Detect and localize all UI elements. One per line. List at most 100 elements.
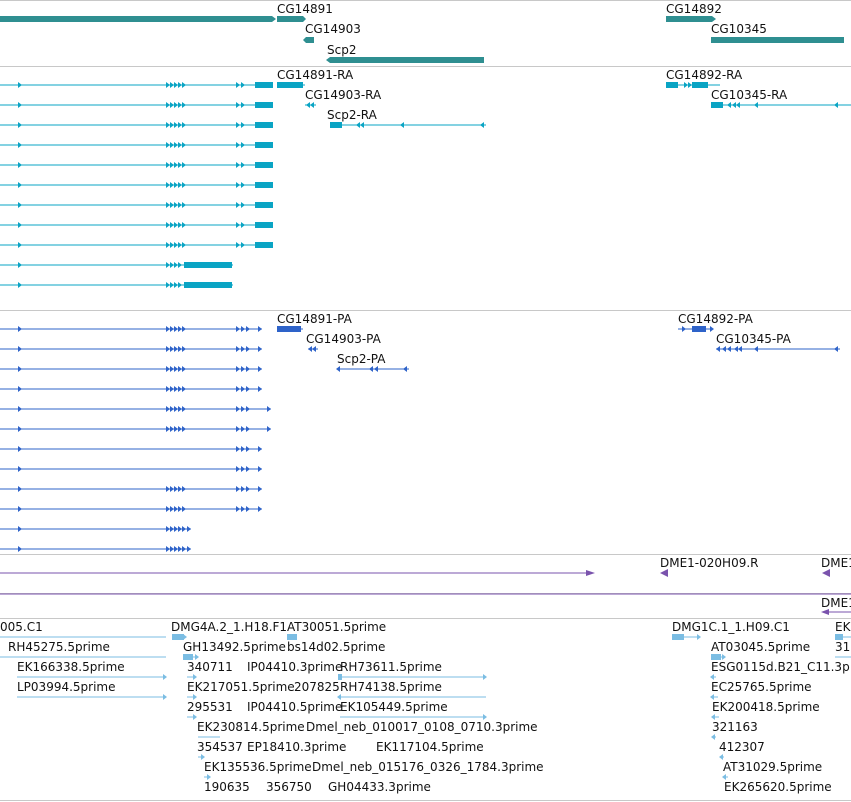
gene-cg14891-bar[interactable] bbox=[277, 16, 303, 22]
est-label-21[interactable]: 295531 bbox=[187, 700, 233, 714]
gene-cg14903-bar[interactable] bbox=[306, 37, 314, 43]
est-label-13[interactable]: IP04410.3prime bbox=[247, 660, 343, 674]
est-row-block bbox=[338, 674, 342, 680]
refseq-transcript-row-chevron bbox=[174, 346, 178, 352]
est-label-25[interactable]: EK230814.5prime bbox=[197, 720, 305, 734]
est-label-16[interactable]: LP03994.5prime bbox=[17, 680, 116, 694]
gene-cg-left-bar[interactable] bbox=[0, 16, 272, 22]
refseq-transcript-row-chevron bbox=[174, 426, 178, 432]
refseq-transcript-row-chevron bbox=[18, 546, 22, 552]
est-label-3[interactable]: AT30051.5prime bbox=[287, 620, 387, 634]
flybase-scp2-ra-exon bbox=[330, 122, 342, 128]
est-label-36[interactable]: 356750 bbox=[266, 780, 312, 794]
refseq-transcript-row-chevron bbox=[182, 346, 186, 352]
est-label-10[interactable]: 31 bbox=[835, 640, 851, 654]
transcript-label-cg14891-pa[interactable]: CG14891-PA bbox=[277, 312, 352, 326]
transcript-label-cg14891-ra[interactable]: CG14891-RA bbox=[277, 68, 354, 82]
est-label-38[interactable]: EK265620.5prime bbox=[724, 780, 832, 794]
transcript-label-scp2-ra[interactable]: Scp2-RA bbox=[327, 108, 377, 122]
est-label-24[interactable]: EK200418.5prime bbox=[712, 700, 820, 714]
gene-label-cg14891[interactable]: CG14891 bbox=[277, 2, 333, 16]
gene-label-scp2[interactable]: Scp2 bbox=[327, 43, 357, 57]
est-label-30[interactable]: EK117104.5prime bbox=[376, 740, 484, 754]
est-label-23[interactable]: EK105449.5prime bbox=[340, 700, 448, 714]
flybase-transcript-row-chevron bbox=[236, 122, 240, 128]
est-label-4[interactable]: DMG1C.1_1.H09.C1 bbox=[672, 620, 790, 634]
est-label-5[interactable]: EK bbox=[835, 620, 851, 634]
refseq-transcript-row-chevron bbox=[267, 406, 271, 412]
est-label-28[interactable]: 354537 bbox=[197, 740, 243, 754]
refseq-transcript-row-chevron bbox=[178, 486, 182, 492]
flybase-transcript-row-chevron bbox=[170, 142, 174, 148]
clone-dme1-a-arrow[interactable] bbox=[822, 569, 830, 577]
gene-cg14892-bar[interactable] bbox=[666, 16, 712, 22]
est-label-1[interactable]: 005.C1 bbox=[0, 620, 43, 634]
est-label-9[interactable]: AT03045.5prime bbox=[711, 640, 811, 654]
est-label-33[interactable]: Dmel_neb_015176_0326_1784.3prime bbox=[312, 760, 544, 774]
flybase-transcript-row-chevron bbox=[182, 102, 186, 108]
transcript-label-cg14903-ra[interactable]: CG14903-RA bbox=[305, 88, 382, 102]
transcript-label-cg14892-pa[interactable]: CG14892-PA bbox=[678, 312, 753, 326]
flybase-transcript-row-chevron bbox=[166, 182, 170, 188]
gene-cg10345-bar[interactable] bbox=[711, 37, 844, 43]
est-label-27[interactable]: 321163 bbox=[712, 720, 758, 734]
est-label-34[interactable]: AT31029.5prime bbox=[723, 760, 823, 774]
flybase-cg10345-ra-chevron bbox=[754, 102, 758, 108]
est-label-22[interactable]: IP04410.5prime bbox=[247, 700, 343, 714]
est-row-arrow bbox=[710, 694, 714, 700]
clone-label-dme1-b[interactable]: DME1 bbox=[821, 596, 851, 610]
refseq-transcript-row-chevron bbox=[166, 406, 170, 412]
refseq-transcript-row-chevron bbox=[182, 546, 186, 552]
flybase-transcript-row-chevron bbox=[174, 282, 178, 288]
refseq-transcript-row-chevron bbox=[241, 466, 245, 472]
flybase-transcript-row-chevron bbox=[178, 182, 182, 188]
flybase-cg14892-ra-exon bbox=[692, 82, 708, 88]
clone-label-dme1-020h09-r[interactable]: DME1-020H09.R bbox=[660, 556, 759, 570]
clone-dme1-020h09-arrow[interactable] bbox=[660, 569, 668, 577]
est-label-11[interactable]: EK166338.5prime bbox=[17, 660, 125, 674]
gene-label-cg14892[interactable]: CG14892 bbox=[666, 2, 722, 16]
est-label-31[interactable]: 412307 bbox=[719, 740, 765, 754]
transcript-label-cg10345-pa[interactable]: CG10345-PA bbox=[716, 332, 791, 346]
refseq-scp2-pa-chevron bbox=[369, 366, 373, 372]
refseq-transcript-row-chevron bbox=[241, 486, 245, 492]
est-label-18[interactable]: 207825 bbox=[294, 680, 340, 694]
est-label-32[interactable]: EK135536.5prime bbox=[204, 760, 312, 774]
est-label-37[interactable]: GH04433.3prime bbox=[328, 780, 431, 794]
transcript-label-cg10345-ra[interactable]: CG10345-RA bbox=[711, 88, 788, 102]
transcript-label-cg14903-pa[interactable]: CG14903-PA bbox=[306, 332, 381, 346]
flybase-transcript-row-chevron bbox=[178, 242, 182, 248]
est-label-26[interactable]: Dmel_neb_010017_0108_0710.3prime bbox=[306, 720, 538, 734]
est-label-15[interactable]: ESG0115d.B21_C11.3p bbox=[711, 660, 850, 674]
est-label-12[interactable]: 340711 bbox=[187, 660, 233, 674]
est-label-8[interactable]: bs14d02.5prime bbox=[287, 640, 386, 654]
est-label-17[interactable]: EK217051.5prime bbox=[187, 680, 295, 694]
flybase-transcript-row-chevron bbox=[174, 122, 178, 128]
est-label-7[interactable]: GH13492.5prime bbox=[183, 640, 286, 654]
refseq-transcript-row-chevron bbox=[178, 426, 182, 432]
flybase-transcript-row-exon bbox=[184, 282, 232, 288]
gene-label-cg14903[interactable]: CG14903 bbox=[305, 22, 361, 36]
est-label-19[interactable]: RH74138.5prime bbox=[340, 680, 442, 694]
flybase-transcript-row-chevron bbox=[170, 222, 174, 228]
refseq-cg14892-pa-chevron bbox=[710, 326, 714, 332]
est-row-arrow bbox=[722, 774, 726, 780]
flybase-transcript-row-exon bbox=[255, 82, 273, 88]
est-label-6[interactable]: RH45275.5prime bbox=[8, 640, 110, 654]
flybase-transcript-row-chevron bbox=[182, 82, 186, 88]
flybase-cg14892-ra-chevron bbox=[684, 82, 688, 88]
gene-label-cg10345[interactable]: CG10345 bbox=[711, 22, 767, 36]
est-label-14[interactable]: RH73611.5prime bbox=[340, 660, 442, 674]
flybase-transcript-row-chevron bbox=[241, 122, 245, 128]
est-row-arrow bbox=[207, 774, 211, 780]
est-label-29[interactable]: EP18410.3prime bbox=[247, 740, 347, 754]
clone-label-dme1-a[interactable]: DME1 bbox=[821, 556, 851, 570]
transcript-label-cg14892-ra[interactable]: CG14892-RA bbox=[666, 68, 743, 82]
flybase-transcript-row-chevron bbox=[174, 242, 178, 248]
transcript-label-scp2-pa[interactable]: Scp2-PA bbox=[337, 352, 386, 366]
est-label-2[interactable]: DMG4A.2_1.H18.F1 bbox=[171, 620, 288, 634]
refseq-transcript-row-chevron bbox=[166, 506, 170, 512]
gene-scp2-bar[interactable] bbox=[330, 57, 484, 63]
est-label-20[interactable]: EC25765.5prime bbox=[711, 680, 812, 694]
est-label-35[interactable]: 190635 bbox=[204, 780, 250, 794]
